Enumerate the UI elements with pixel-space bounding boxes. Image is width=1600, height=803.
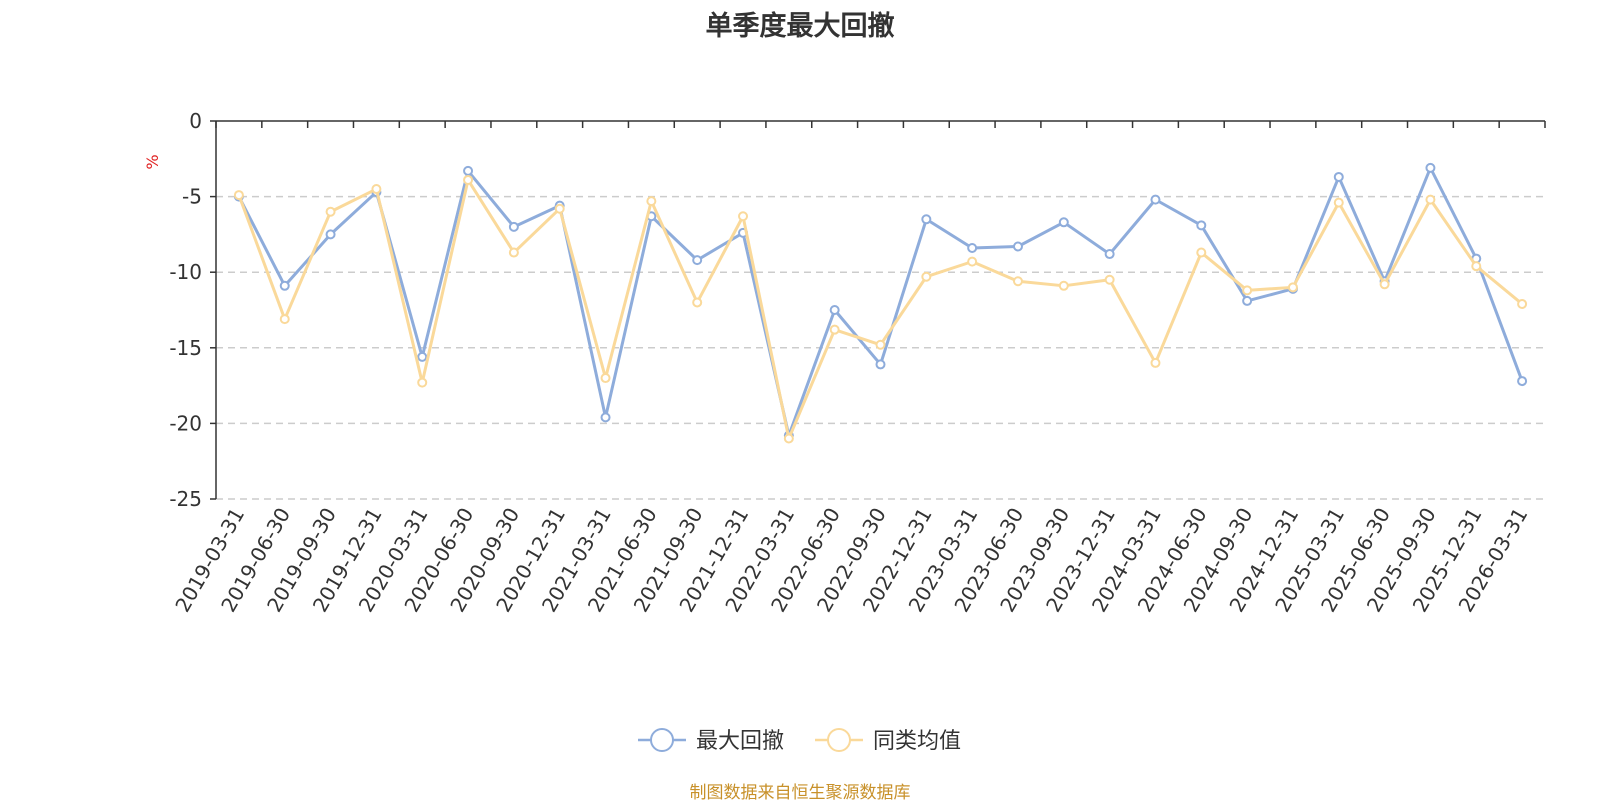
- data-point: [1104, 249, 1115, 260]
- data-point: [508, 221, 519, 232]
- data-point: [279, 280, 290, 291]
- data-point: [1333, 171, 1344, 182]
- data-point: [600, 373, 611, 384]
- data-point: [1012, 276, 1023, 287]
- legend-marker: [827, 728, 851, 752]
- data-point: [417, 351, 428, 362]
- data-point: [325, 229, 336, 240]
- data-point: [646, 196, 657, 207]
- y-tick-label: -10: [169, 260, 202, 284]
- legend-item-2[interactable]: 同类均值: [815, 728, 961, 754]
- legend-item-1[interactable]: 最大回撤: [638, 728, 784, 754]
- data-point: [554, 203, 565, 214]
- data-point: [1242, 295, 1253, 306]
- data-point: [967, 256, 978, 267]
- data-point: [783, 433, 794, 444]
- data-point: [1287, 282, 1298, 293]
- y-tick-label: 0: [189, 109, 202, 133]
- data-point: [967, 243, 978, 254]
- chart-title: 单季度最大回撤: [705, 11, 895, 42]
- data-point: [1104, 274, 1115, 285]
- y-tick-label: -15: [169, 336, 202, 360]
- data-point: [600, 412, 611, 423]
- data-point: [371, 184, 382, 195]
- legend-label: 同类均值: [873, 729, 961, 754]
- y-tick-label: -25: [169, 487, 202, 511]
- data-point: [921, 214, 932, 225]
- source-note: 制图数据来自恒生聚源数据库: [689, 783, 911, 803]
- data-point: [1242, 285, 1253, 296]
- data-point: [1517, 376, 1528, 387]
- data-point: [921, 271, 932, 282]
- series-line-2: [237, 178, 1524, 441]
- data-point: [417, 377, 428, 388]
- data-point: [508, 247, 519, 258]
- data-point: [829, 305, 840, 315]
- data-point: [279, 314, 290, 325]
- legend-marker: [650, 728, 674, 752]
- data-point: [463, 165, 474, 176]
- data-point: [1196, 247, 1207, 258]
- data-point: [1425, 194, 1436, 205]
- data-point: [1425, 162, 1436, 173]
- data-point: [1379, 279, 1390, 290]
- data-point: [325, 206, 336, 217]
- data-point: [1012, 241, 1023, 252]
- data-point: [1150, 357, 1161, 368]
- y-tick-label: -20: [169, 411, 202, 435]
- data-point: [692, 297, 703, 308]
- y-axis-unit-label: %: [143, 154, 162, 169]
- data-point: [1517, 298, 1528, 309]
- series-layer: [233, 162, 1528, 444]
- data-point: [875, 359, 886, 370]
- data-point: [1196, 220, 1207, 231]
- data-point: [829, 324, 840, 335]
- data-point: [875, 339, 886, 350]
- data-point: [692, 255, 703, 266]
- data-point: [1471, 261, 1482, 272]
- y-tick-label: -5: [182, 185, 202, 209]
- data-point: [463, 174, 474, 185]
- data-point: [1058, 280, 1069, 291]
- data-point: [738, 211, 749, 222]
- legend-label: 最大回撤: [696, 729, 784, 754]
- legend[interactable]: 最大回撤 同类均值: [638, 728, 961, 754]
- series-line-1: [237, 166, 1524, 437]
- data-point: [1058, 217, 1069, 228]
- data-point: [1333, 197, 1344, 208]
- data-point: [1150, 194, 1161, 205]
- data-point: [233, 190, 244, 201]
